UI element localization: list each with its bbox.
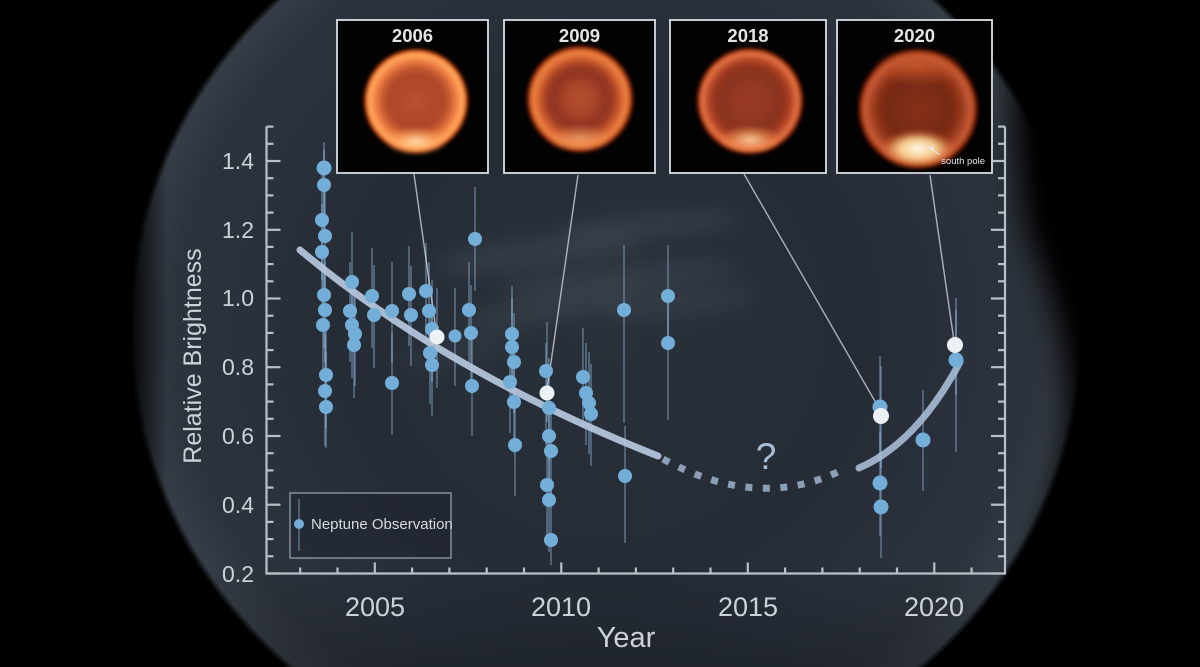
svg-text:1.2: 1.2 [222,217,254,243]
svg-text:1.0: 1.0 [222,285,254,311]
svg-text:2005: 2005 [345,592,405,622]
svg-text:Neptune Observation: Neptune Observation [311,516,453,533]
svg-text:?: ? [756,436,777,477]
svg-text:0.8: 0.8 [222,354,254,380]
svg-text:0.6: 0.6 [222,423,254,449]
svg-text:2010: 2010 [531,592,591,622]
svg-text:Year: Year [597,622,656,654]
svg-text:0.4: 0.4 [222,492,254,518]
svg-text:2015: 2015 [718,592,778,622]
svg-text:0.2: 0.2 [222,561,254,587]
svg-text:2020: 2020 [904,592,964,622]
svg-text:Relative Brightness: Relative Brightness [179,248,207,463]
svg-text:1.4: 1.4 [222,148,254,174]
